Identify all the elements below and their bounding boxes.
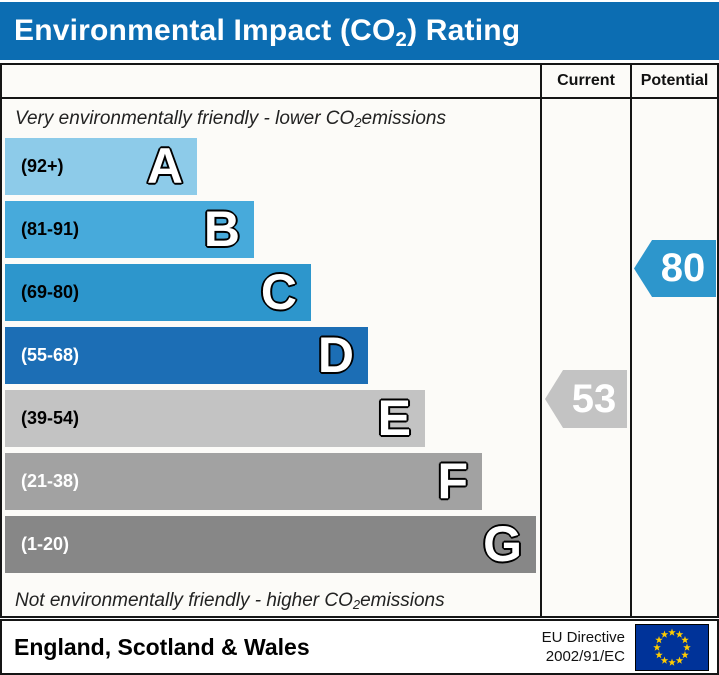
band-range-label: (92+) [21,156,64,176]
region-label: England, Scotland & Wales [14,633,310,660]
band-letter: G [482,515,523,574]
page-title: Environmental Impact (CO2) Rating [0,14,521,51]
eu-flag-icon [635,623,709,671]
top-note: Very environmentally friendly - lower CO… [2,99,540,138]
top-note-suffix: emissions [361,107,446,129]
potential-rating-value: 80 [660,246,706,290]
eu-directive-label: EU Directive 2002/91/EC [542,628,625,667]
band-range-label: (81-91) [21,219,80,239]
band-letter: D [317,326,356,385]
band-letter: B [203,200,242,259]
bottom-note-text: Not environmentally friendly - higher CO [15,589,353,611]
eu-directive-line1: EU Directive [541,628,625,646]
top-note-text: Very environmentally friendly - lower CO [15,107,355,129]
page-title-text: Environmental Impact (CO [14,14,396,47]
title-bar: Environmental Impact (CO2) Rating [0,2,719,60]
bands-column: Very environmentally friendly - lower CO… [2,99,540,616]
bottom-note-suffix: emissions [360,589,445,611]
band-letter: E [376,389,412,448]
current-column-header: Current [557,72,615,89]
top-note-subscript: 2 [354,114,362,130]
rating-table: Current Potential Very environmentally f… [0,63,719,618]
band-row-a: (92+) A [5,137,540,196]
band-range-label: (69-80) [21,282,80,302]
band-bar-a: (92+) A [5,137,197,196]
potential-rating-arrow: 80 [634,240,716,297]
band-row-f: (21-38) F [5,452,540,511]
band-bar-f: (21-38) F [5,452,482,511]
band-row-e: (39-54) E [5,389,540,448]
band-range-label: (39-54) [21,408,80,428]
band-row-b: (81-91) B [5,200,540,259]
bottom-note: Not environmentally friendly - higher CO… [2,579,540,622]
band-range-label: (1-20) [21,534,70,554]
band-range-label: (21-38) [21,471,80,491]
band-letter: A [146,137,185,196]
band-row-d: (55-68) D [5,326,540,385]
band-bar-c: (69-80) C [5,263,311,322]
band-row-g: (1-20) G [5,515,540,574]
page-title-suffix: ) Rating [407,14,521,47]
band-range-label: (55-68) [21,345,80,365]
current-column-divider [540,65,542,616]
potential-column-header: Potential [640,72,709,89]
band-bar-d: (55-68) D [5,326,368,385]
eu-directive-line2: 2002/91/EC [545,648,625,665]
band-letter: F [436,452,469,511]
band-row-c: (69-80) C [5,263,540,322]
potential-column-divider [630,65,632,616]
current-rating-arrow: 53 [545,370,627,428]
band-bar-e: (39-54) E [5,389,425,448]
band-bar-b: (81-91) B [5,200,254,259]
bottom-note-subscript: 2 [352,596,361,612]
band-list: (92+) A (81-91) B (69-80) C [2,137,540,574]
current-rating-value: 53 [571,376,617,421]
footer-bar: England, Scotland & Wales EU Directive 2… [0,619,719,675]
page-title-subscript: 2 [395,28,408,51]
column-header-row [2,65,717,99]
band-letter: C [260,263,299,322]
band-bar-g: (1-20) G [5,515,536,574]
